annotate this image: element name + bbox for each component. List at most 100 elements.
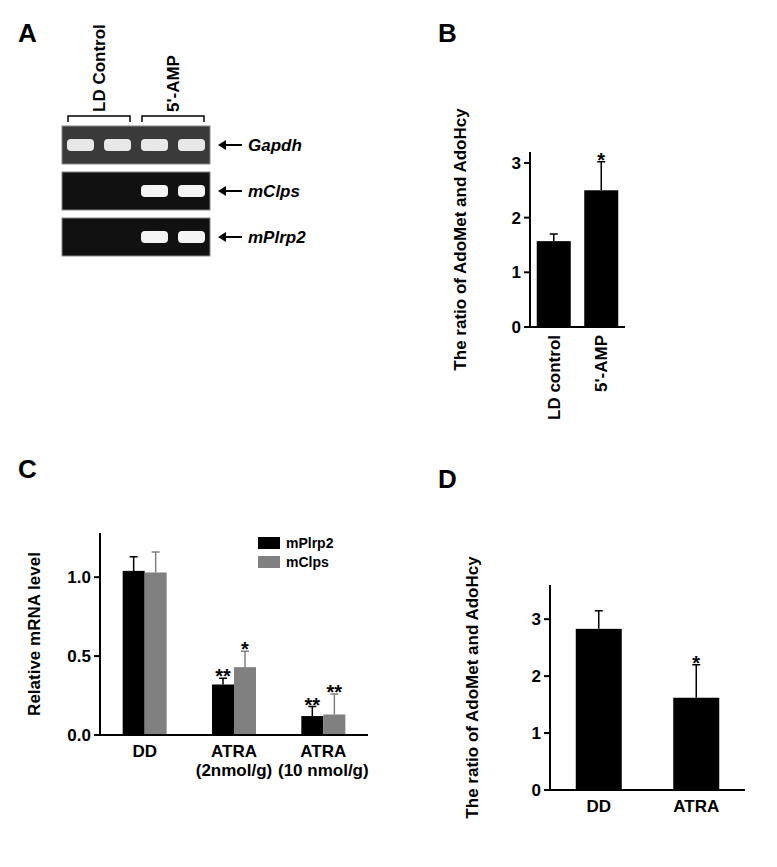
x-axis <box>100 734 368 736</box>
legend-label: mPlrp2 <box>286 535 334 551</box>
gel-band <box>178 139 205 151</box>
gel-band <box>104 139 131 151</box>
plot-area <box>123 552 346 735</box>
x-tick-label: DD <box>132 742 157 761</box>
bar <box>212 685 234 736</box>
x-tick-label: 5'-AMP <box>592 335 611 392</box>
y-tick <box>524 326 530 328</box>
gel-band <box>141 185 168 197</box>
significance: * <box>597 149 605 171</box>
y-axis-label: The ratio of AdoMet and AdoHcy <box>451 108 470 371</box>
plot-area <box>537 162 619 327</box>
figure: A LD Control 5'-AMP Gapdh mClps mPlrp2 B * 0 1 2 3 T… <box>0 0 777 867</box>
bar <box>673 698 719 790</box>
bar <box>576 629 622 790</box>
gel-band <box>178 185 205 197</box>
x-tick-label-line: DD <box>586 797 611 816</box>
y-tick-label: 0.0 <box>67 726 91 745</box>
y-tick <box>544 618 550 620</box>
panel-label: A <box>18 18 37 48</box>
row-label: mClps <box>248 182 300 201</box>
error-bar <box>550 234 558 241</box>
legend: mPlrp2 mClps <box>258 535 334 570</box>
legend-swatch <box>258 537 280 549</box>
gel-band <box>141 139 168 151</box>
error-bar <box>595 611 603 629</box>
y-tick <box>94 655 100 657</box>
lane-bracket <box>68 116 130 122</box>
significance: ** <box>305 694 321 716</box>
y-tick-label: 1 <box>512 263 521 282</box>
bar <box>537 241 571 327</box>
y-axis-label: Relative mRNA level <box>25 552 44 716</box>
legend-label: mClps <box>286 554 329 570</box>
y-tick <box>524 217 530 219</box>
x-tick-label: ATRA(2nmol/g) <box>196 742 273 780</box>
y-axis-label: The ratio of AdoMet and AdoHcy <box>463 556 482 819</box>
row-label: Gapdh <box>248 136 302 155</box>
arrow-head <box>218 140 226 150</box>
y-tick <box>544 675 550 677</box>
bar <box>234 667 256 735</box>
bar <box>323 714 345 735</box>
panel-label: D <box>438 464 457 494</box>
legend-swatch <box>258 556 280 568</box>
bar <box>123 571 145 735</box>
x-tick-label-line: ATRA <box>211 742 257 761</box>
y-axis <box>549 585 551 790</box>
significance: ** <box>327 681 343 703</box>
bar-chart: C*******0.00.51.0Relative mRNA levelDDAT… <box>18 454 369 780</box>
y-tick <box>94 734 100 736</box>
significance: ** <box>215 665 231 687</box>
bar-chart: B * 0 1 2 3 The ratio of AdoMet and AdoHcy LD c… <box>438 18 625 420</box>
x-tick-label-line: DD <box>132 742 157 761</box>
y-tick-label: 0 <box>512 318 521 337</box>
y-tick-label: 2 <box>532 667 541 686</box>
row-label: mPlrp2 <box>248 228 306 247</box>
panel-label: C <box>18 454 37 484</box>
gel-strip <box>62 126 210 164</box>
y-tick-label: 3 <box>532 610 541 629</box>
y-tick-label: 1 <box>532 724 541 743</box>
y-tick <box>544 732 550 734</box>
y-tick-label: 3 <box>512 154 521 173</box>
bar-chart: D * 0 1 2 3 The ratio of AdoMet and AdoHcy DD AT… <box>438 464 745 819</box>
x-tick-label: ATRA(10 nmol/g) <box>278 742 369 780</box>
y-tick <box>94 576 100 578</box>
x-tick-label: LD control <box>545 335 564 420</box>
plot-area <box>576 611 720 790</box>
y-axis <box>529 152 531 327</box>
x-tick-label-line: ATRA <box>673 797 719 816</box>
arrow-head <box>218 186 226 196</box>
significance: * <box>241 638 249 660</box>
gel-panel: A LD Control 5'-AMP Gapdh mClps mPlrp2 <box>18 18 306 256</box>
bar <box>301 716 323 735</box>
y-tick <box>544 789 550 791</box>
lane-group-label: 5'-AMP <box>164 55 183 112</box>
y-tick <box>524 271 530 273</box>
gel-strip <box>62 172 210 210</box>
y-tick-label: 1.0 <box>67 568 91 587</box>
y-tick <box>524 162 530 164</box>
lane-bracket <box>142 116 204 122</box>
y-tick-label: 0 <box>532 781 541 800</box>
significance: * <box>692 652 700 674</box>
x-axis <box>530 326 625 328</box>
y-axis <box>99 533 101 735</box>
panel-label: B <box>438 18 457 48</box>
gel-band <box>141 231 168 243</box>
x-tick-label-line: ATRA <box>300 742 346 761</box>
lane-group-label: LD Control <box>90 24 109 112</box>
arrow-head <box>218 232 226 242</box>
gel-strip <box>62 218 210 256</box>
y-tick-label: 0.5 <box>67 647 91 666</box>
x-axis <box>550 789 745 791</box>
x-tick-label: ATRA <box>673 797 719 816</box>
x-tick-label-line: (10 nmol/g) <box>278 761 369 780</box>
gel-band <box>178 231 205 243</box>
error-bar <box>152 552 160 573</box>
gel-band <box>67 139 94 151</box>
y-tick-label: 2 <box>512 209 521 228</box>
bar <box>145 572 167 735</box>
bar <box>584 190 618 327</box>
